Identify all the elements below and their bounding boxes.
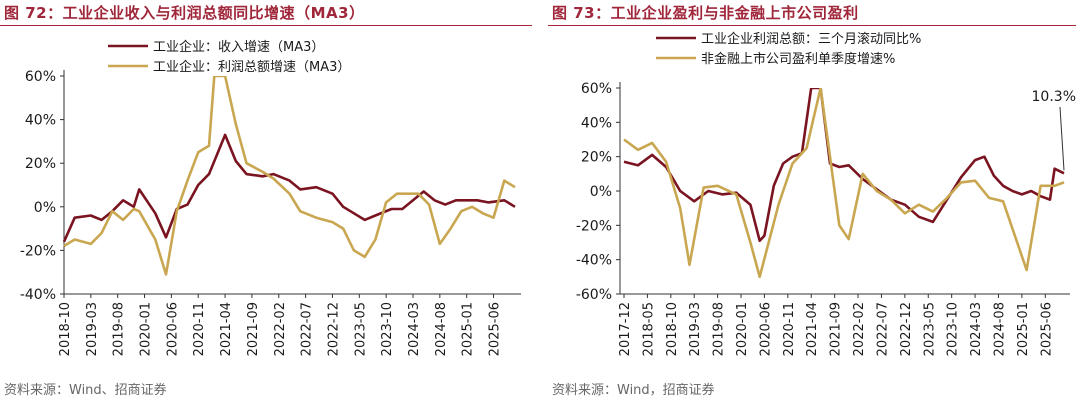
y-tick-label: 60% — [581, 81, 612, 97]
y-tick-label: 0% — [34, 200, 56, 216]
x-tick-label: 2020-01 — [139, 302, 154, 356]
series-line-2 — [63, 76, 516, 276]
x-tick-label: 2022-02 — [273, 302, 288, 356]
x-tick-label: 2018-10 — [665, 302, 680, 356]
x-tick-label: 2020-11 — [192, 302, 207, 356]
x-tick-label: 2019-08 — [112, 302, 127, 356]
x-tick-label: 2025-01 — [461, 302, 476, 356]
y-tick-label: -20% — [576, 218, 612, 234]
x-tick-label: 2022-07 — [875, 302, 890, 356]
series-line-1 — [623, 88, 1065, 243]
y-tick-label: 40% — [25, 113, 56, 129]
x-tick-label: 2023-05 — [353, 302, 368, 356]
x-tick-label: 2019-03 — [85, 302, 100, 356]
y-tick-label: 20% — [25, 156, 56, 172]
x-tick-label: 2023-05 — [922, 302, 937, 356]
x-tick-label: 2024-08 — [992, 302, 1007, 356]
x-tick-label: 2018-05 — [641, 302, 656, 356]
y-tick-label: -40% — [20, 287, 56, 303]
figure-title: 图 72：工业企业收入与利润总额同比增速（MA3） — [4, 4, 365, 22]
y-tick-label: -20% — [20, 243, 56, 259]
x-tick-label: 2021-04 — [805, 302, 820, 356]
y-tick-label: -40% — [576, 253, 612, 269]
figure-title: 图 73：工业企业盈利与非金融上市公司盈利 — [552, 4, 859, 22]
x-tick-label: 2018-10 — [58, 302, 73, 356]
x-tick-label: 2022-07 — [300, 302, 315, 356]
x-tick-label: 2019-08 — [712, 302, 727, 356]
legend-label: 工业企业：收入增速（MA3） — [153, 39, 324, 55]
y-tick-label: 20% — [581, 150, 612, 166]
x-tick-label: 2017-12 — [618, 302, 633, 356]
x-tick-label: 2022-12 — [326, 302, 341, 356]
x-tick-label: 2023-10 — [380, 302, 395, 356]
y-tick-label: -60% — [576, 287, 612, 303]
x-tick-label: 2022-12 — [899, 302, 914, 356]
x-tick-label: 2024-08 — [434, 302, 449, 356]
x-tick-label: 2020-06 — [758, 302, 773, 356]
y-tick-label: 0% — [590, 184, 612, 200]
x-tick-label: 2019-03 — [688, 302, 703, 356]
x-tick-label: 2021-09 — [829, 302, 844, 356]
revenue-profit-chart: 60% 40% 20% 0% -20% -40%2018-10 2019-03 2019-08… — [20, 39, 521, 356]
x-tick-label: 2025-01 — [1016, 302, 1031, 356]
legend-label: 工业企业：利润总额增速（MA3） — [153, 59, 350, 75]
x-tick-label: 2025-06 — [1039, 302, 1054, 356]
source-note: 资料来源：Wind、招商证券 — [4, 383, 167, 398]
x-tick-label: 2020-11 — [782, 302, 797, 356]
x-tick-label: 2023-10 — [946, 302, 961, 356]
x-tick-label: 2024-03 — [969, 302, 984, 356]
annotation-label: 10.3% — [1032, 89, 1076, 105]
legend-label: 工业企业利润总额：三个月滚动同比% — [701, 31, 921, 47]
x-tick-label: 2025-06 — [488, 302, 503, 356]
series-line-1 — [62, 133, 516, 243]
annotation-leader — [1059, 106, 1065, 171]
y-tick-label: 60% — [25, 69, 56, 85]
x-tick-label: 2021-04 — [219, 302, 234, 356]
x-tick-label: 2021-09 — [246, 302, 261, 356]
x-tick-label: 2020-01 — [735, 302, 750, 356]
x-tick-label: 2020-06 — [165, 302, 180, 356]
y-tick-label: 40% — [581, 115, 612, 131]
source-note: 资料来源：Wind，招商证券 — [552, 383, 715, 398]
x-tick-label: 2022-02 — [852, 302, 867, 356]
legend-label: 非金融上市公司盈利单季度增速% — [701, 51, 895, 67]
left-panel: 图 72：工业企业收入与利润总额同比增速（MA3） 60% 40% 20% 0% -20… — [0, 0, 536, 404]
series-line-2 — [623, 88, 1065, 279]
x-tick-label: 2024-03 — [407, 302, 422, 356]
title-divider — [0, 25, 532, 26]
right-panel: 图 73：工业企业盈利与非金融上市公司盈利 60% 40% 20% 0% -20% -40… — [548, 0, 1080, 404]
title-divider — [548, 25, 1076, 26]
profit-comparison-chart: 60% 40% 20% 0% -20% -40% -60% 2017-12 2018-05 201… — [576, 31, 1076, 356]
